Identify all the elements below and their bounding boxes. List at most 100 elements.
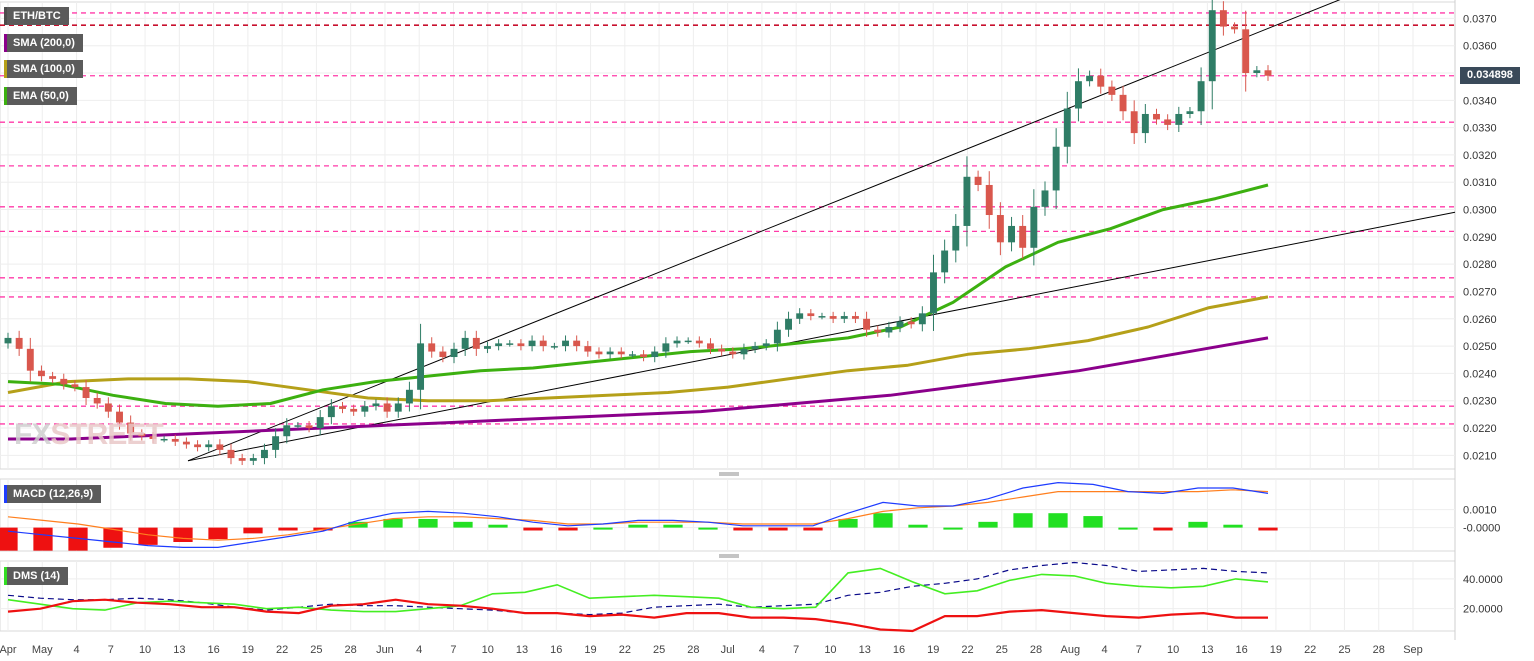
candle	[116, 411, 123, 423]
x-tick-label: 22	[961, 644, 973, 656]
candle	[160, 438, 168, 441]
x-tick-label: 19	[584, 644, 596, 656]
x-tick-label: Apr	[0, 644, 17, 656]
ema50-label[interactable]: EMA (50,0)	[4, 87, 77, 105]
macd-histogram-bar	[593, 527, 613, 530]
candle	[562, 340, 569, 347]
x-tick-label: Sep	[1403, 644, 1423, 656]
candle	[216, 444, 224, 450]
dms-tick-label: 40.0000	[1463, 574, 1503, 586]
candle	[138, 433, 146, 437]
x-tick-label: Jul	[721, 644, 735, 656]
candle	[417, 343, 425, 390]
price-tick-label: 0.0220	[1463, 423, 1497, 435]
x-tick-label: 10	[482, 644, 494, 656]
sma100-line	[7, 295, 1269, 403]
dms-label[interactable]: DMS (14)	[4, 567, 69, 585]
candle	[517, 343, 525, 347]
macd-label[interactable]: MACD (12,26,9)	[4, 485, 102, 503]
x-tick-label: 16	[893, 644, 905, 656]
candle	[885, 326, 893, 333]
macd-line	[7, 481, 1269, 549]
x-tick-label: 10	[1167, 644, 1179, 656]
x-tick-label: 19	[242, 644, 254, 656]
candle	[628, 354, 636, 356]
macd-histogram-bar	[138, 527, 158, 545]
macd-histogram-bar	[0, 527, 18, 551]
macd-histogram-bar	[383, 518, 403, 528]
candle	[1074, 81, 1082, 109]
candle	[1008, 225, 1015, 243]
candle	[996, 215, 1004, 243]
candle	[305, 425, 313, 429]
x-tick-label: 13	[1201, 644, 1213, 656]
candle	[484, 346, 491, 349]
candle	[272, 436, 280, 450]
candle	[874, 329, 882, 333]
x-tick-label: 4	[759, 644, 765, 656]
candle	[1197, 81, 1205, 112]
price-tick-label: 0.0270	[1463, 286, 1497, 298]
price-tick-label: 0.0360	[1463, 41, 1497, 53]
candle	[1030, 206, 1038, 248]
adx-line	[7, 561, 1269, 616]
macd-histogram-bar	[348, 521, 368, 528]
x-tick-label: 4	[416, 644, 422, 656]
x-tick-label: 22	[276, 644, 288, 656]
candle	[1164, 119, 1172, 125]
x-tick-label: Jun	[376, 644, 394, 656]
candle	[4, 337, 12, 344]
candle	[127, 422, 135, 434]
sma200-label[interactable]: SMA (200,0)	[4, 34, 83, 52]
price-tick-label: 0.0330	[1463, 123, 1497, 135]
candle	[1231, 26, 1239, 30]
candle	[695, 340, 703, 344]
candle	[773, 329, 781, 344]
price-tick-label: 0.0340	[1463, 95, 1497, 107]
x-tick-label: 7	[1136, 644, 1142, 656]
pair-label[interactable]: ETH/BTC	[4, 7, 69, 25]
macd-histogram-bar	[558, 527, 578, 531]
x-tick-label: 7	[793, 644, 799, 656]
candle	[60, 378, 68, 385]
price-tick-label: 0.0250	[1463, 341, 1497, 353]
candle	[1242, 29, 1250, 74]
x-tick-label: 16	[1236, 644, 1248, 656]
x-tick-label: 28	[1030, 644, 1042, 656]
candle	[1130, 111, 1138, 134]
macd-histogram-bar	[278, 527, 298, 531]
trendline-shallow	[187, 211, 1456, 462]
sma100-label[interactable]: SMA (100,0)	[4, 60, 83, 78]
candle	[651, 351, 659, 358]
price-tick-label: 0.0300	[1463, 205, 1497, 217]
candle	[428, 343, 436, 352]
macd-histogram-bar	[978, 521, 998, 528]
candle	[227, 449, 235, 459]
candle	[796, 313, 804, 319]
candle	[506, 343, 514, 345]
candle	[807, 313, 815, 317]
x-tick-label: Aug	[1061, 644, 1081, 656]
candle	[1175, 113, 1183, 125]
candle	[339, 406, 346, 409]
macd-histogram-bar	[698, 527, 718, 530]
macd-histogram-bar	[663, 524, 683, 528]
price-tick-label: 0.0320	[1463, 150, 1497, 162]
x-tick-label: 22	[1304, 644, 1316, 656]
candle	[729, 351, 737, 355]
price-tick-label: 0.0280	[1463, 259, 1497, 271]
candle	[1208, 10, 1216, 82]
candle	[930, 272, 937, 314]
x-tick-label: 16	[550, 644, 562, 656]
candle	[974, 176, 982, 185]
candle	[829, 316, 837, 319]
candle	[573, 340, 581, 347]
macd-histogram-bar	[803, 527, 823, 531]
candle	[327, 406, 335, 418]
candle	[383, 403, 391, 412]
candle	[785, 318, 792, 330]
candle	[104, 403, 112, 412]
candle	[249, 458, 257, 461]
candle	[82, 387, 90, 398]
